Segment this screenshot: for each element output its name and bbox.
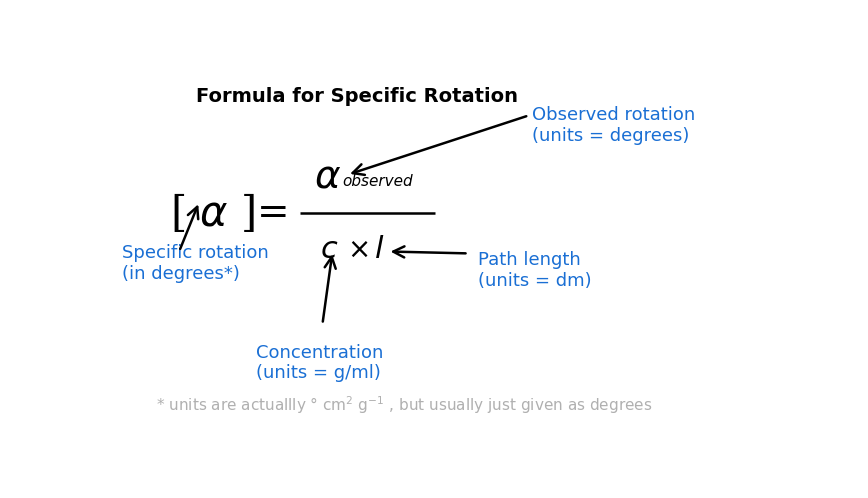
Text: $c$: $c$ [320,234,339,265]
Text: Formula for Specific Rotation: Formula for Specific Rotation [196,87,518,106]
Text: $\times$: $\times$ [347,236,369,263]
Text: observed: observed [343,174,413,189]
Text: * units are actuallly $\degree$ cm$^2$ g$^{-1}$ , but usually just given as degr: * units are actuallly $\degree$ cm$^2$ g… [155,395,652,416]
Text: Specific rotation
(in degrees*): Specific rotation (in degrees*) [122,244,269,283]
Text: =: = [257,194,290,232]
Text: Path length
(units = dm): Path length (units = dm) [478,251,592,290]
Text: $\alpha$: $\alpha$ [313,158,341,195]
Text: [ $\alpha$ ]: [ $\alpha$ ] [170,192,255,235]
Text: $l$: $l$ [374,234,385,265]
Text: Observed rotation
(units = degrees): Observed rotation (units = degrees) [532,106,695,144]
Text: Concentration
(units = g/ml): Concentration (units = g/ml) [257,344,384,382]
